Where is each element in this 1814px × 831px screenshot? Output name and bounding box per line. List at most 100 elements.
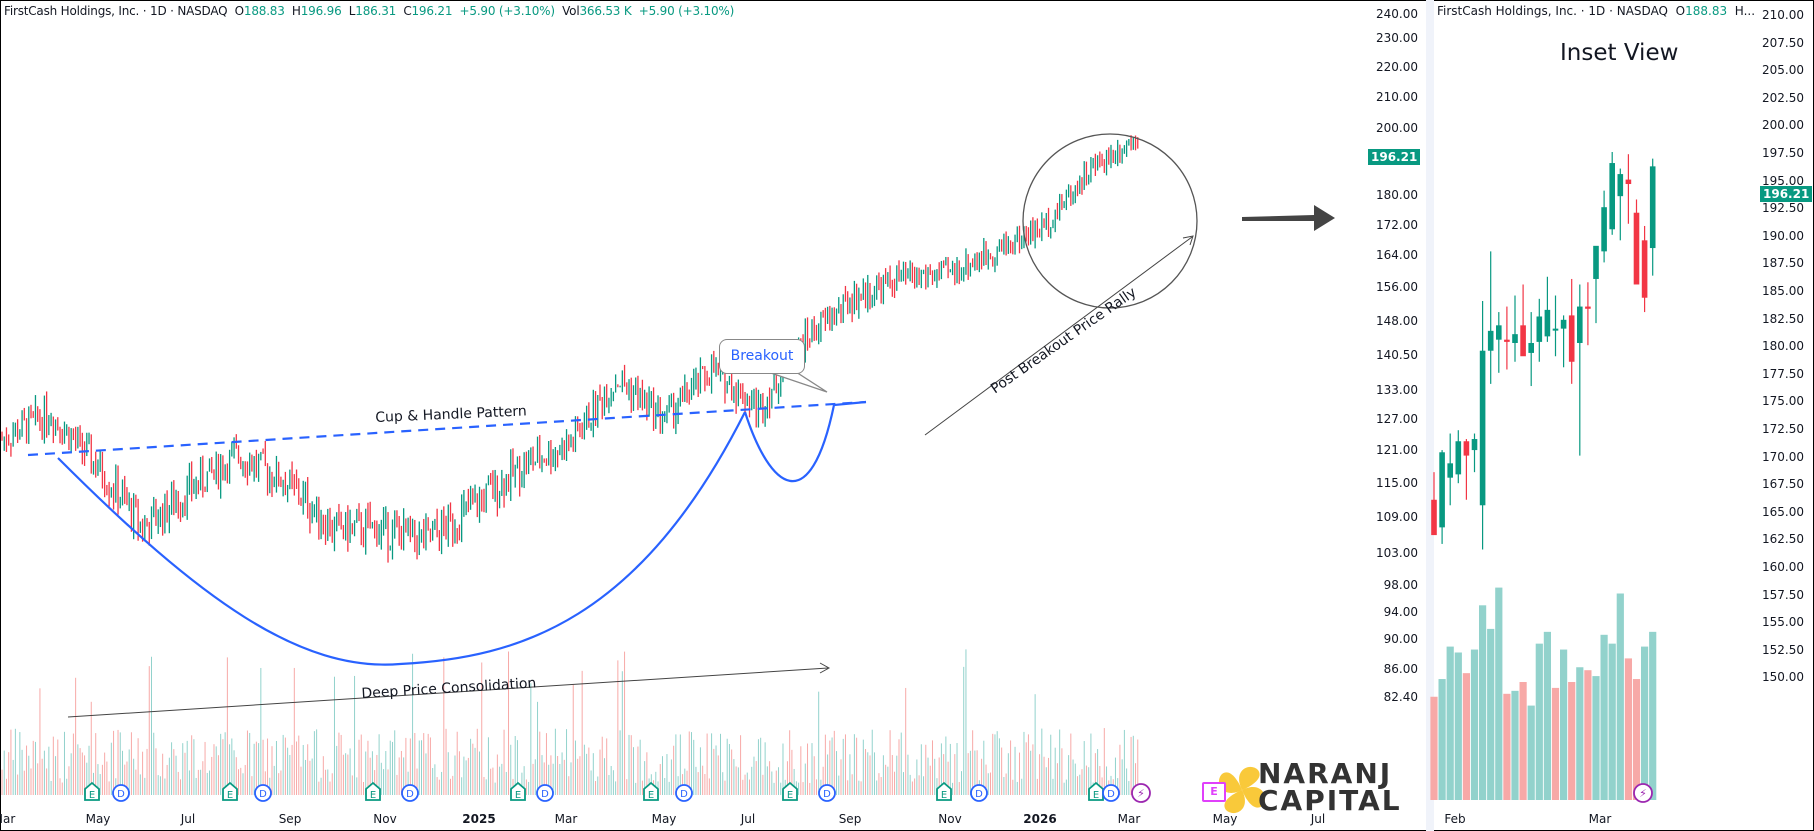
high-label: H: [291, 4, 301, 18]
main-x-tick: Jul: [740, 812, 756, 826]
volume-label: Vol: [562, 4, 580, 18]
inset-y-tick: 162.50: [1762, 532, 1804, 547]
open-value: 188.83: [243, 4, 285, 18]
logo-line1: NARANJ: [1258, 757, 1393, 790]
close-label: C: [403, 4, 412, 18]
main-y-tick: 240.00: [1376, 7, 1418, 21]
inset-current-price-tag: 196.21: [1760, 186, 1813, 202]
main-y-tick: 103.00: [1376, 546, 1418, 560]
main-y-tick: 127.00: [1376, 412, 1418, 426]
main-y-tick: 90.00: [1383, 632, 1418, 646]
inset-y-tick: 180.00: [1762, 339, 1804, 354]
main-y-tick: 121.00: [1376, 443, 1418, 457]
main-x-tick: Mar: [0, 812, 16, 826]
inset-title: Inset View: [1560, 40, 1679, 66]
inset-y-tick: 187.50: [1762, 256, 1804, 271]
main-x-tick: Mar: [554, 812, 578, 826]
logo-mark-icon: [1218, 766, 1266, 814]
main-x-tick: May: [1212, 812, 1238, 826]
svg-text:E: E: [227, 790, 233, 801]
inset-x-tick: Feb: [1444, 812, 1466, 826]
inset-y-tick: 157.50: [1762, 587, 1804, 602]
main-y-tick: 86.00: [1383, 662, 1418, 676]
logo-line2: CAPITAL: [1258, 784, 1402, 817]
earnings-marker-icon: E: [1202, 782, 1226, 802]
main-y-tick: 200.00: [1376, 121, 1418, 135]
main-x-tick: Mar: [1117, 812, 1141, 826]
svg-text:E: E: [648, 790, 654, 801]
main-x-tick: 2025: [462, 812, 496, 826]
main-y-tick: 164.00: [1376, 248, 1418, 262]
inset-y-tick: 155.00: [1762, 615, 1804, 630]
main-y-tick: 82.40: [1383, 690, 1418, 704]
main-price-plot[interactable]: E D E D E D E D E D E D E D E D ⚡: [0, 0, 1360, 831]
main-y-tick: 172.00: [1376, 218, 1418, 232]
main-price-axis[interactable]: 240.00230.00220.00210.00200.00190.00180.…: [1360, 0, 1426, 800]
inset-y-tick: 210.00: [1762, 8, 1804, 22]
main-y-tick: 133.00: [1376, 383, 1418, 397]
high-value: 196.96: [300, 4, 342, 18]
inset-y-tick: 197.50: [1762, 146, 1804, 160]
inset-y-tick: 172.50: [1762, 422, 1804, 436]
pane-divider[interactable]: [1426, 0, 1434, 831]
close-value: 196.21: [411, 4, 453, 18]
open-label: O: [234, 4, 244, 18]
svg-text:D: D: [1107, 789, 1115, 800]
symbol-label: FirstCash Holdings, Inc. · 1D · NASDAQ: [4, 4, 228, 18]
inset-y-tick: 195.00: [1762, 173, 1804, 188]
inset-symbol-label: FirstCash Holdings, Inc. · 1D · NASDAQ: [1437, 4, 1669, 18]
inset-y-tick: 192.50: [1762, 201, 1804, 216]
inset-open-value: 188.83: [1685, 4, 1728, 18]
inset-x-tick: Mar: [1588, 812, 1612, 826]
main-y-tick: 210.00: [1376, 90, 1418, 104]
inset-y-tick: 150.00: [1762, 670, 1804, 685]
main-y-tick: 109.00: [1376, 510, 1418, 524]
inset-y-tick: 200.00: [1762, 118, 1804, 133]
svg-text:D: D: [117, 789, 125, 800]
main-legend: FirstCash Holdings, Inc. · 1D · NASDAQ O…: [4, 4, 734, 18]
svg-text:E: E: [515, 790, 521, 801]
svg-text:E: E: [370, 790, 376, 801]
main-x-tick: 2026: [1023, 812, 1057, 826]
inset-chart-pane[interactable]: [1434, 0, 1734, 831]
svg-text:⚡: ⚡: [1137, 787, 1145, 800]
main-y-tick: 94.00: [1383, 605, 1418, 619]
inset-y-tick: 207.50: [1762, 35, 1804, 50]
main-x-tick: Nov: [938, 812, 962, 826]
main-x-tick: Sep: [278, 812, 302, 826]
main-x-tick: Jul: [180, 812, 196, 826]
volume-change-value: +5.90 (+3.10%): [638, 4, 735, 18]
inset-y-tick: 190.00: [1762, 228, 1804, 243]
inset-y-tick: 185.00: [1762, 284, 1804, 298]
inset-y-tick: 182.50: [1762, 311, 1804, 326]
svg-text:E: E: [941, 790, 947, 801]
inset-legend: FirstCash Holdings, Inc. · 1D · NASDAQ O…: [1437, 4, 1755, 18]
inset-price-axis[interactable]: 210.00 207.50 205.00 202.50 200.00 197.50 195.…: [1734, 0, 1814, 800]
low-value: 186.31: [355, 4, 397, 18]
svg-text:D: D: [406, 789, 414, 800]
main-y-tick: 180.00: [1376, 188, 1418, 202]
inset-y-tick: 202.50: [1762, 90, 1804, 105]
main-chart-pane[interactable]: E D E D E D E D E D E D E D E D ⚡ FirstCash Holdings, In…: [0, 0, 1400, 831]
inset-y-tick: 167.50: [1762, 477, 1804, 492]
inset-y-tick: 160.00: [1762, 560, 1804, 574]
main-y-tick: 98.00: [1383, 578, 1418, 592]
breakout-callout[interactable]: Breakout: [719, 339, 805, 374]
main-x-tick: Nov: [373, 812, 397, 826]
main-x-tick: Sep: [838, 812, 862, 826]
svg-text:D: D: [541, 789, 549, 800]
svg-text:D: D: [823, 789, 831, 800]
current-price-tag: 196.21: [1368, 149, 1421, 165]
inset-y-tick: 165.00: [1762, 504, 1804, 519]
inset-y-tick: 170.00: [1762, 449, 1804, 464]
inset-legend-truncated: H...: [1734, 4, 1756, 18]
main-y-tick: 140.50: [1376, 348, 1418, 362]
main-y-tick: 156.00: [1376, 280, 1418, 294]
change-value: +5.90 (+3.10%): [459, 4, 556, 18]
svg-text:D: D: [259, 789, 267, 800]
main-x-tick: May: [651, 812, 677, 826]
svg-text:E: E: [1093, 790, 1099, 801]
main-y-tick: 115.00: [1376, 476, 1418, 490]
svg-text:D: D: [680, 789, 688, 800]
volume-value: 366.53 K: [579, 4, 632, 18]
